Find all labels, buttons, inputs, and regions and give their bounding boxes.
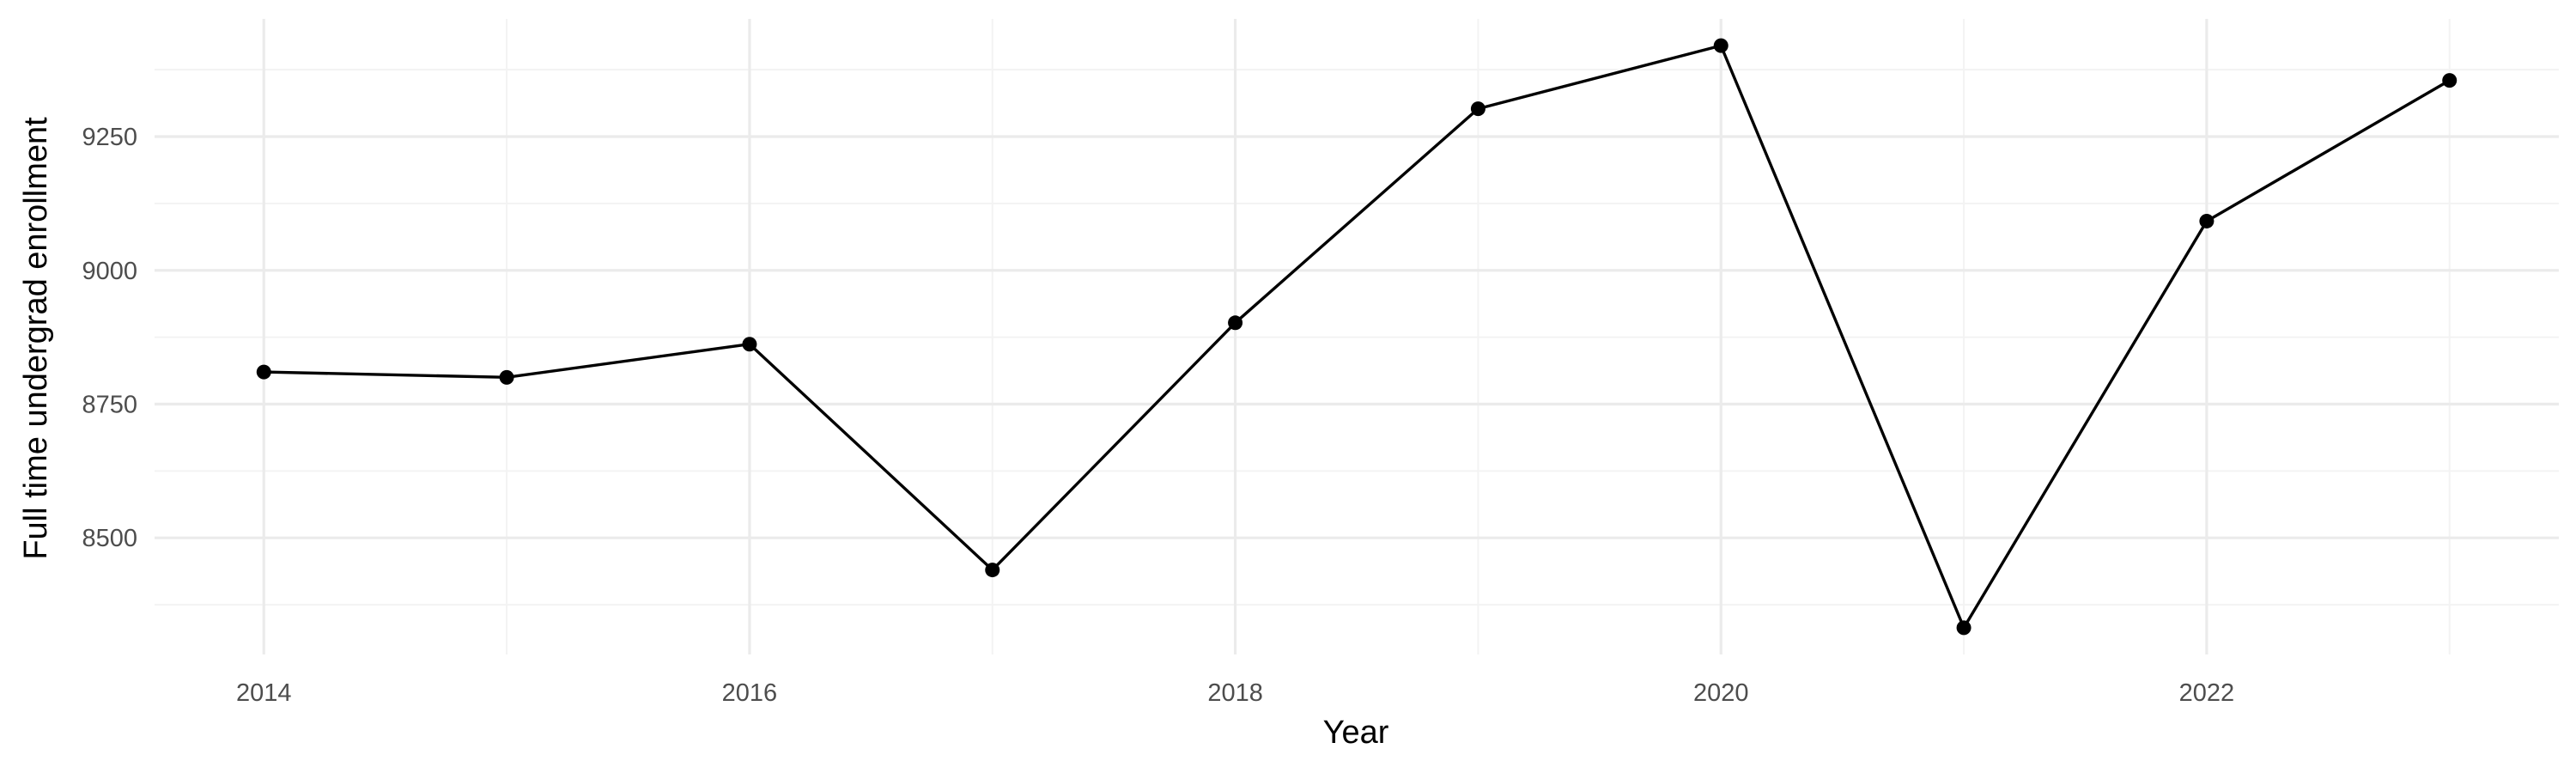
minor-gridlines [155, 19, 2559, 654]
data-point [2199, 213, 2215, 228]
x-tick-label: 2020 [1693, 679, 1749, 707]
x-axis-title: Year [1323, 715, 1389, 751]
series-layer [256, 38, 2458, 636]
y-tick-label: 9000 [82, 258, 137, 285]
x-tick-label: 2018 [1207, 679, 1263, 707]
data-point [2442, 73, 2458, 88]
major-gridlines [155, 19, 2559, 654]
data-point [1956, 620, 1971, 636]
y-tick-label: 9250 [82, 124, 137, 151]
x-tick-label: 2014 [236, 679, 292, 707]
y-tick-label: 8500 [82, 525, 137, 552]
y-axis-title: Full time undergrad enrollment [18, 117, 54, 560]
x-axis-tick-labels: 2014 2016 2018 2020 2022 [236, 679, 2234, 707]
series-line [262, 44, 2451, 630]
data-point [1470, 101, 1485, 117]
data-point [1713, 38, 1728, 53]
x-tick-label: 2016 [722, 679, 778, 707]
data-point [256, 364, 271, 380]
x-tick-label: 2022 [2179, 679, 2235, 707]
data-point [1228, 315, 1243, 331]
data-point [499, 369, 514, 385]
y-tick-label: 8750 [82, 391, 137, 418]
data-point [985, 563, 1000, 578]
data-point [742, 337, 757, 352]
y-axis-tick-labels: 8500 8750 9000 9250 [82, 124, 137, 552]
